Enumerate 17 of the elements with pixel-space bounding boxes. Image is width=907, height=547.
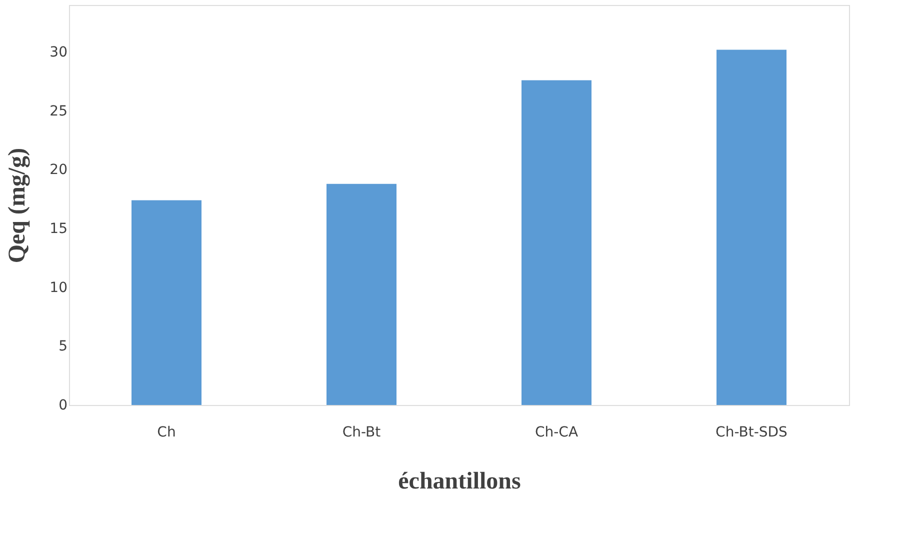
x-axis-title: échantillons xyxy=(398,468,521,494)
x-tick-label: Ch-CA xyxy=(534,424,578,440)
x-tick-label: Ch-Bt-SDS xyxy=(716,424,788,440)
y-tick-label: 15 xyxy=(50,221,68,238)
y-tick-label: 0 xyxy=(58,398,68,414)
x-tick-label: Ch xyxy=(157,424,176,440)
bar xyxy=(716,50,786,405)
bar xyxy=(132,200,202,405)
y-tick-label: 25 xyxy=(50,103,68,120)
y-tick-label: 10 xyxy=(50,280,68,296)
y-axis-title: Qeq (mg/g) xyxy=(4,148,31,264)
bar xyxy=(326,184,396,405)
y-tick-label: 5 xyxy=(58,338,68,355)
bar xyxy=(522,80,592,405)
y-tick-label: 20 xyxy=(50,162,68,178)
y-tick-label: 30 xyxy=(50,44,68,61)
x-tick-label: Ch-Bt xyxy=(342,424,382,440)
